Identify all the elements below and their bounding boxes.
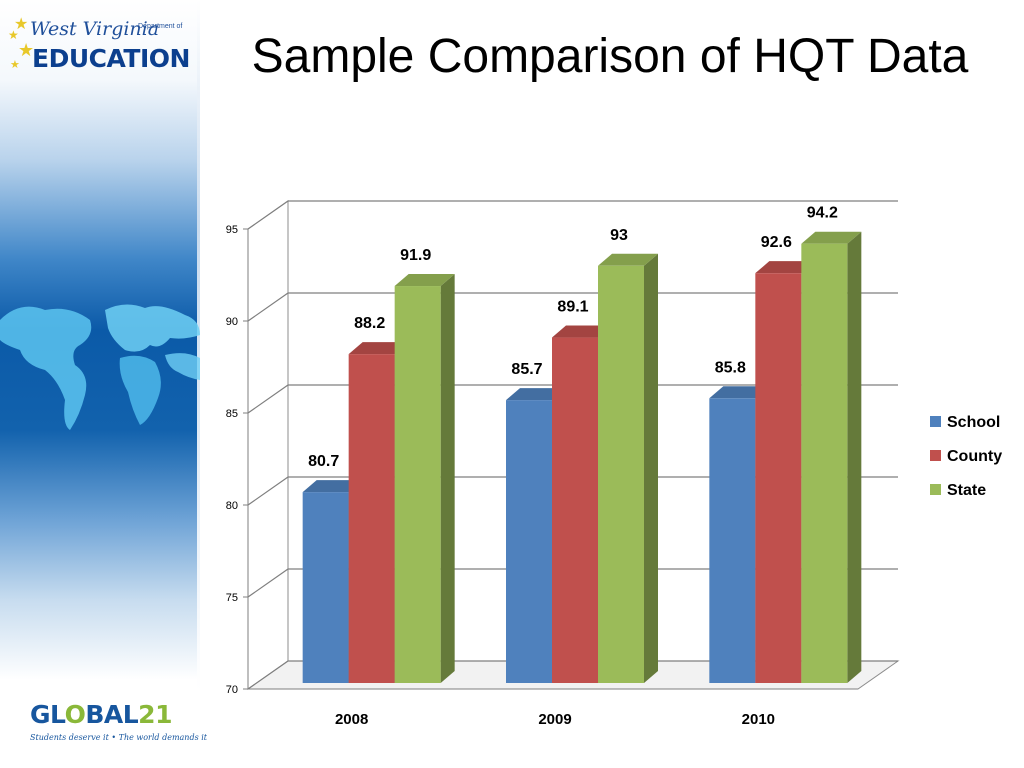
global21-logo: GLOBAL21 Students deserve it • The world… [26,698,207,748]
bar-state-2010 [801,231,862,683]
data-label: 89.1 [557,299,588,316]
world-map-europe [105,304,200,352]
y-tick-label: 85 [226,408,238,420]
bar-top [598,253,658,266]
category-label: 2008 [335,711,368,728]
legend-label-state: State [947,482,986,499]
bar-top [506,388,566,401]
legend-label-county: County [947,448,1002,465]
global21-number: 21 [138,700,172,729]
bar-front [348,354,395,683]
bar-front [302,492,349,683]
y-tick-label: 80 [226,500,238,512]
y-tick-label: 90 [226,316,238,328]
bar-front [755,273,802,683]
gridline [247,200,898,230]
star-icon: ★ [8,28,19,42]
wv-education-logo: ★ ★ ★ ★ West Virginia Department of EDUC… [8,14,190,84]
bar-front [394,286,441,683]
category-label: 2009 [538,711,571,728]
gridline [247,292,898,322]
global21-o: O [64,700,86,729]
bar-top [302,480,363,493]
wv-script-text: West Virginia [30,18,160,40]
chart-axis: 70 75 80 85 90 95 [226,224,858,696]
gridline [247,660,898,690]
data-label: 92.6 [761,234,792,251]
star-icon: ★ [14,16,29,33]
y-tick-label: 75 [226,592,238,604]
bar-top [709,386,770,399]
wv-education-text: EDUCATION [32,44,190,73]
bar-side [644,253,658,684]
world-map-graphic [0,304,200,430]
bar-side [440,274,455,683]
data-label: 85.8 [715,359,746,376]
page-title: Sample Comparison of HQT Data [251,30,969,83]
legend-swatch-state [930,484,941,495]
bar-front [709,398,756,683]
data-label: 85.7 [511,361,542,378]
legend-swatch-county [930,450,941,461]
global21-gl: GL [30,700,65,729]
sidebar-banner: ★ ★ ★ ★ West Virginia Department of EDUC… [0,0,207,768]
data-label: 93 [610,227,628,244]
data-label: 88.2 [354,315,385,332]
bar-front [552,337,598,683]
bar-top [801,231,862,244]
chart-side-wall [247,200,289,690]
global21-tagline: Students deserve it • The world demands … [30,733,207,742]
y-tick-label: 70 [226,684,238,696]
chart-bars [302,231,862,684]
bar-state-2008 [394,274,455,683]
data-label: 80.7 [308,453,339,470]
bar-top [394,274,455,287]
bar-state-2009 [598,253,658,684]
bar-front [801,243,848,683]
bar-top [552,325,612,338]
wv-dept-text: Department of [138,23,183,30]
bar-front [598,265,644,683]
data-label: 91.9 [400,247,431,264]
gridline [247,476,898,506]
world-map-asia [165,353,200,380]
bar-top [755,261,816,274]
bar-top [348,342,409,355]
world-map-americas [0,306,92,430]
bar-side [847,231,862,683]
sidebar-edge [197,0,200,768]
chart-legend: School County State [930,414,1002,499]
global21-wordmark: GLOBAL21 [30,700,172,729]
chart-gridlines [247,200,898,690]
world-map-africa [119,355,161,425]
star-icon: ★ [10,59,20,71]
legend-label-school: School [947,414,1000,431]
legend-swatch-school [930,416,941,427]
bar-front [506,400,552,683]
star-icon: ★ [18,40,35,60]
category-label: 2010 [742,711,775,728]
global21-bal: BAL [85,700,139,729]
gridline [247,384,898,414]
chart-labels: 80.7 88.2 91.9 2008 85.7 89.1 93 2009 85.8 92.6 94… [308,205,838,728]
data-label: 94.2 [807,205,838,222]
gridline [247,568,898,598]
y-tick-label: 95 [226,224,238,236]
